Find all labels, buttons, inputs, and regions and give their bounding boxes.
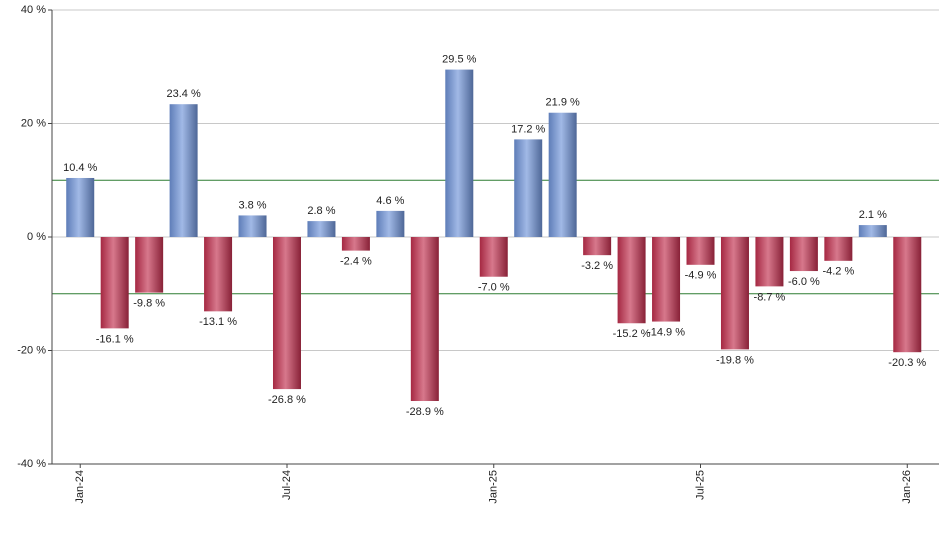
value-label: -28.9 % bbox=[406, 406, 444, 418]
x-tick-label: Jan-25 bbox=[488, 470, 500, 504]
value-label: -8.7 % bbox=[754, 291, 786, 303]
value-label: 21.9 % bbox=[546, 97, 580, 109]
value-label: -20.3 % bbox=[888, 357, 926, 369]
value-label: -4.2 % bbox=[822, 266, 854, 278]
value-label: -9.8 % bbox=[133, 298, 165, 310]
bar bbox=[410, 237, 439, 402]
bar bbox=[720, 237, 749, 350]
value-label: 17.2 % bbox=[511, 123, 545, 135]
bar bbox=[893, 237, 922, 353]
x-tick-label: Jan-26 bbox=[901, 470, 913, 504]
bar bbox=[204, 237, 233, 312]
y-tick-label: -40 % bbox=[17, 458, 46, 470]
y-tick-label: 0 % bbox=[27, 231, 46, 243]
bar bbox=[479, 237, 508, 277]
x-tick-label: Jul-25 bbox=[694, 470, 706, 500]
value-label: -7.0 % bbox=[478, 282, 510, 294]
value-label: -3.2 % bbox=[581, 260, 613, 272]
x-tick-label: Jan-24 bbox=[74, 470, 86, 504]
value-label: 2.1 % bbox=[859, 209, 887, 221]
y-tick-label: 40 % bbox=[21, 4, 46, 16]
value-label: 2.8 % bbox=[307, 205, 335, 217]
bar bbox=[272, 237, 301, 390]
bar bbox=[376, 210, 405, 237]
value-label: -16.1 % bbox=[96, 333, 134, 345]
bar bbox=[514, 139, 543, 237]
bar bbox=[238, 215, 267, 237]
bar bbox=[100, 237, 129, 329]
bar bbox=[307, 221, 336, 237]
value-label: 29.5 % bbox=[442, 53, 476, 65]
value-label: -6.0 % bbox=[788, 276, 820, 288]
value-label: -4.9 % bbox=[685, 270, 717, 282]
bar bbox=[755, 237, 784, 287]
value-label: 3.8 % bbox=[238, 199, 266, 211]
value-label: -14.9 % bbox=[647, 326, 685, 338]
y-tick-label: 20 % bbox=[21, 117, 46, 129]
value-label: -19.8 % bbox=[716, 354, 754, 366]
bar bbox=[583, 237, 612, 256]
bar bbox=[445, 69, 474, 238]
bar bbox=[652, 237, 681, 322]
value-label: -15.2 % bbox=[613, 328, 651, 340]
value-label: 23.4 % bbox=[166, 88, 200, 100]
bar bbox=[824, 237, 853, 261]
value-label: 4.6 % bbox=[376, 195, 404, 207]
bar bbox=[135, 237, 164, 293]
x-tick-label: Jul-24 bbox=[281, 470, 293, 500]
value-label: -26.8 % bbox=[268, 394, 306, 406]
bar bbox=[169, 104, 198, 237]
value-label: -13.1 % bbox=[199, 316, 237, 328]
y-tick-label: -20 % bbox=[17, 344, 46, 356]
value-label: 10.4 % bbox=[63, 162, 97, 174]
bar bbox=[789, 237, 818, 272]
bar bbox=[66, 177, 95, 237]
bar bbox=[686, 237, 715, 265]
bar bbox=[617, 237, 646, 324]
bar bbox=[341, 237, 370, 251]
value-label: -2.4 % bbox=[340, 256, 372, 268]
bar bbox=[858, 225, 887, 237]
bar bbox=[548, 112, 577, 237]
